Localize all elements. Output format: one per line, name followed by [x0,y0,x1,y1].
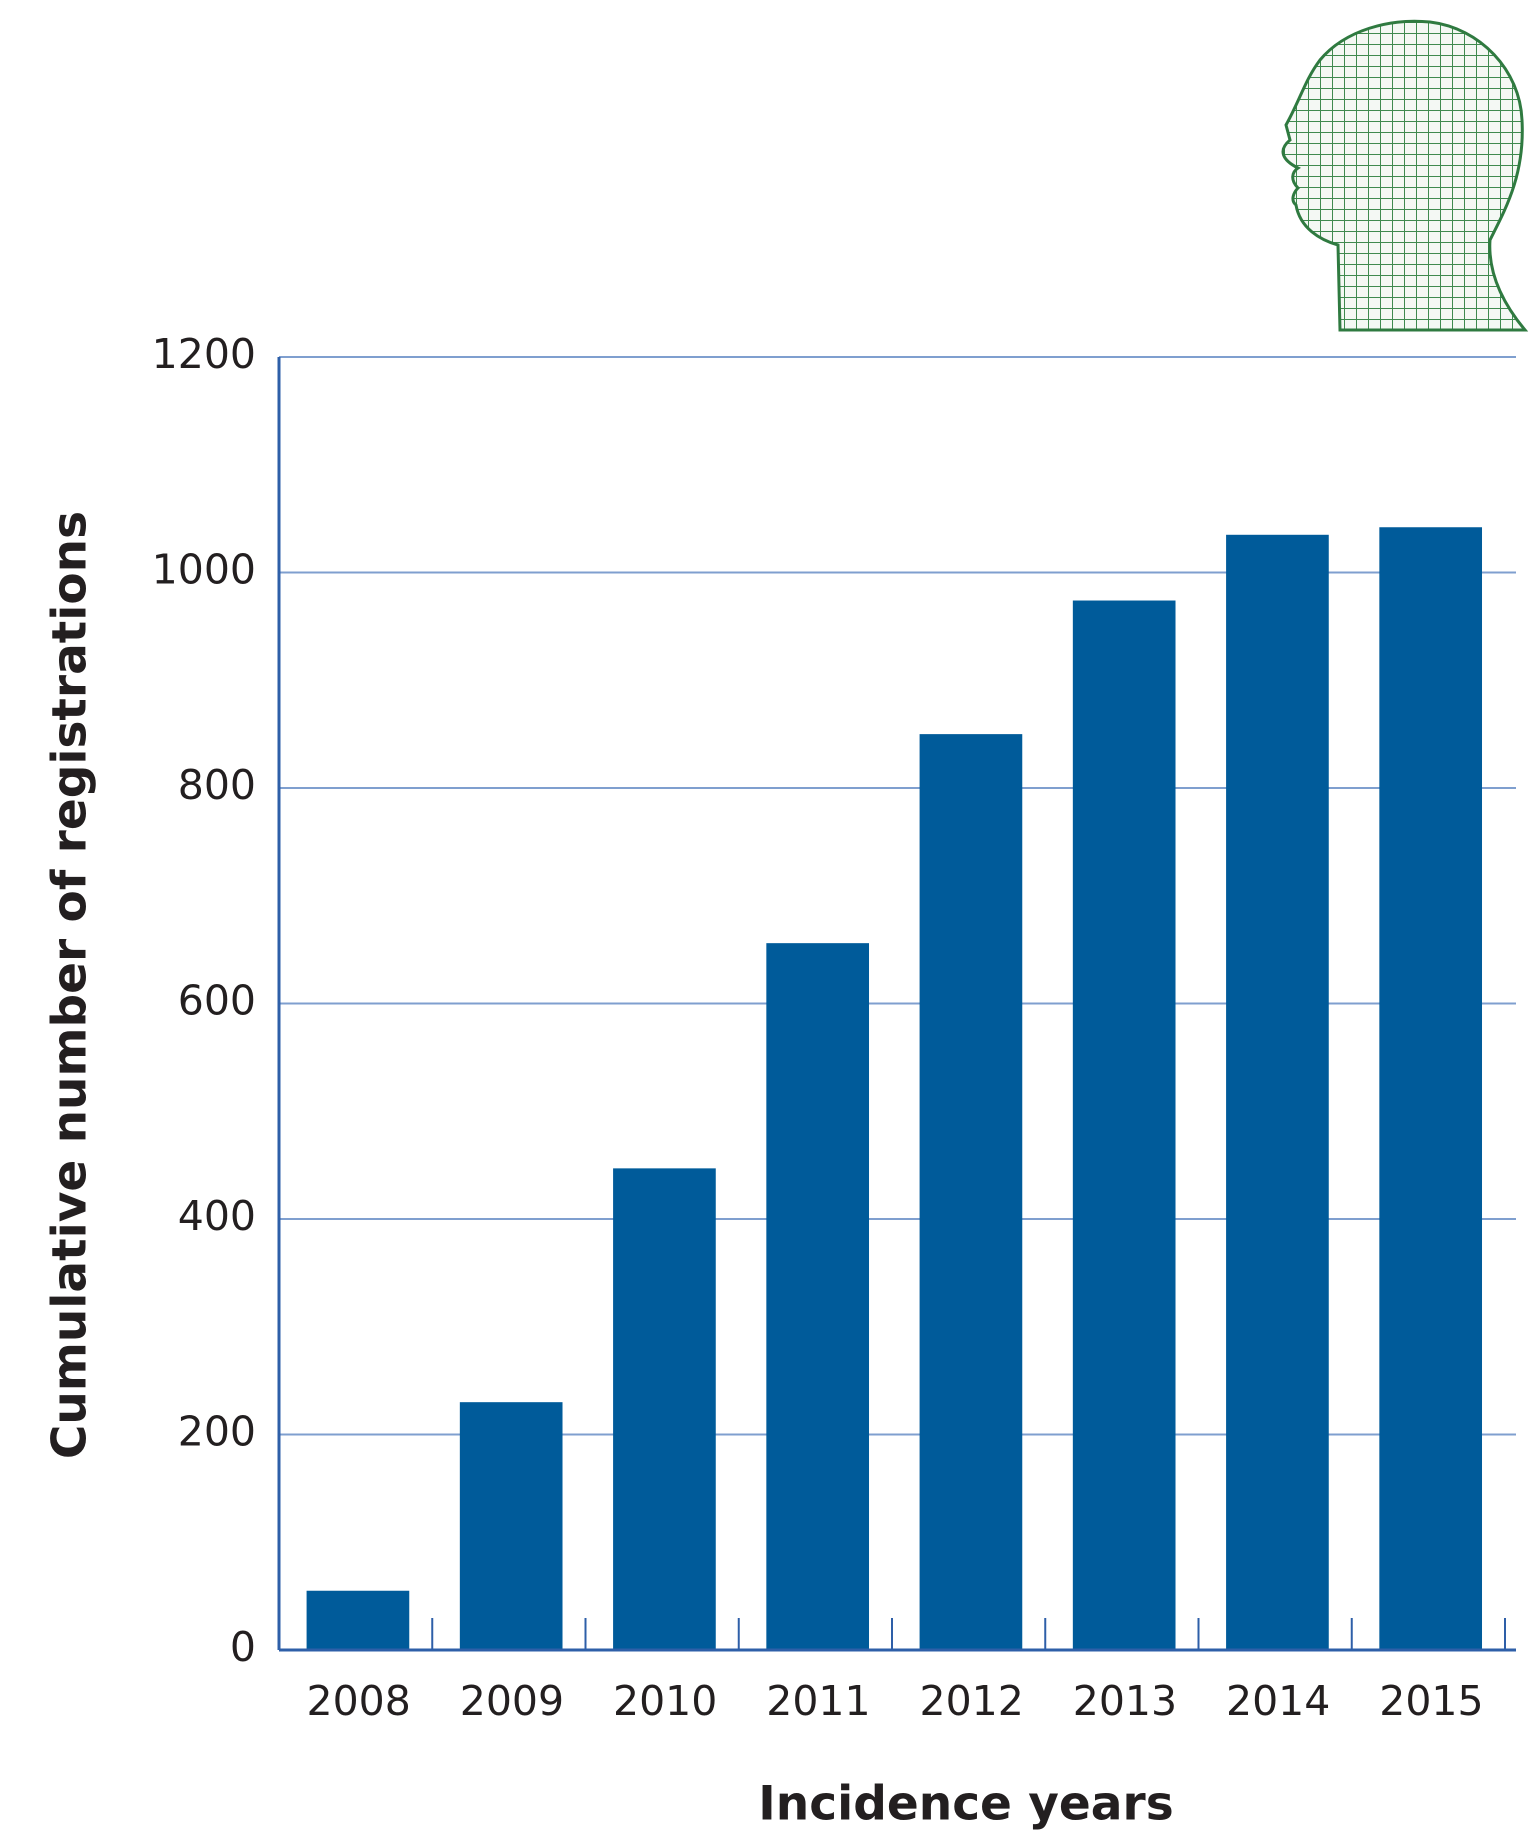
y-axis-title: Cumulative number of registrations [43,511,98,1459]
x-tick-label: 2013 [1073,1677,1177,1725]
head-illustration [1281,19,1529,332]
bar [459,1402,563,1650]
bar [1379,527,1483,1650]
y-tick-label: 800 [178,761,256,809]
x-tick-label: 2009 [460,1677,564,1725]
y-tick-label: 1200 [152,330,256,378]
x-tick-label: 2011 [766,1677,870,1725]
x-axis-title: Incidence years [758,1777,1173,1832]
y-tick-label: 600 [178,977,256,1025]
y-tick-label: 400 [178,1192,256,1240]
bar [1226,534,1329,1650]
x-tick-label: 2015 [1379,1677,1483,1725]
y-tick-label: 1000 [152,546,256,594]
bar [1072,600,1176,1650]
x-tick-label: 2008 [307,1677,411,1725]
bar [919,734,1023,1650]
y-tick-label: 200 [178,1408,256,1456]
y-tick-label: 0 [230,1623,256,1671]
bar [613,1168,716,1650]
x-tick-label: 2014 [1226,1677,1330,1725]
bar [306,1590,410,1650]
x-tick-label: 2012 [920,1677,1024,1725]
bar [766,943,870,1650]
x-tick-label: 2010 [613,1677,717,1725]
